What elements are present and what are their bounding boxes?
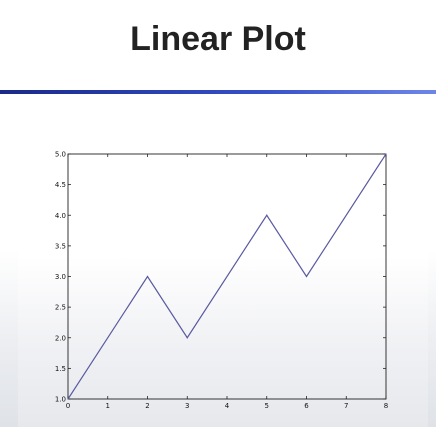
data-point — [186, 337, 188, 339]
title-divider — [0, 90, 436, 94]
x-tick-label: 2 — [145, 402, 149, 410]
x-tick-label: 5 — [265, 402, 269, 410]
x-tick-label: 3 — [185, 402, 189, 410]
y-tick-label: 1.5 — [55, 365, 66, 373]
y-tick-label: 2.0 — [55, 334, 66, 342]
data-point — [67, 398, 69, 400]
y-tick-label: 3.5 — [55, 242, 66, 250]
series-line-0 — [67, 153, 387, 400]
y-tick-label: 5.0 — [55, 151, 66, 159]
slide-title: Linear Plot — [130, 20, 306, 58]
x-tick-label: 0 — [66, 402, 70, 410]
plot-panel — [18, 126, 428, 427]
y-tick-label: 4.5 — [55, 181, 66, 189]
data-point — [385, 153, 387, 155]
data-point — [305, 275, 308, 278]
x-tick-label: 7 — [344, 402, 348, 410]
x-tick-label: 6 — [304, 402, 309, 410]
y-tick-label: 4.0 — [55, 212, 66, 220]
y-tick-label: 1.0 — [55, 396, 66, 404]
x-tick-label: 8 — [384, 402, 388, 410]
y-tick-label: 2.5 — [55, 304, 66, 312]
data-point — [146, 275, 149, 278]
data-point — [266, 214, 268, 216]
y-tick-label: 3.0 — [55, 273, 66, 281]
x-tick-label: 1 — [106, 402, 110, 410]
x-tick-label: 4 — [225, 402, 230, 410]
